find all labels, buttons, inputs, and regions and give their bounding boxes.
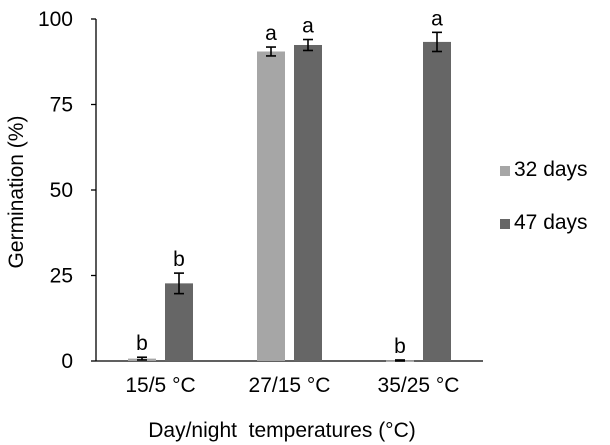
legend-swatch — [500, 166, 510, 176]
x-axis-label: Day/night temperatures (°C) — [148, 419, 416, 442]
significance-letter: a — [265, 22, 277, 45]
y-tick-label: 50 — [50, 179, 73, 202]
x-tick-label: 35/25 °C — [378, 374, 460, 397]
plot-area: b b a a b a — [128, 7, 451, 361]
significance-letter: a — [431, 7, 443, 30]
y-tick-label: 0 — [61, 350, 73, 373]
bar — [423, 42, 451, 361]
bar — [165, 283, 193, 361]
y-axis: 0 25 50 75 100 — [38, 8, 96, 373]
significance-letter: b — [136, 332, 148, 355]
bar — [294, 45, 322, 361]
x-tick-label: 27/15 °C — [249, 374, 331, 397]
y-tick-label: 25 — [50, 265, 73, 288]
significance-letter: b — [173, 248, 185, 271]
y-tick-label: 100 — [38, 8, 73, 31]
x-tick-label: 15/5 °C — [125, 374, 195, 397]
significance-letter: b — [394, 335, 406, 358]
legend-label: 32 days — [514, 158, 588, 181]
y-tick-label: 75 — [50, 94, 73, 117]
legend-label: 47 days — [514, 211, 588, 234]
significance-letter: a — [302, 15, 314, 38]
bar — [257, 51, 285, 361]
legend[interactable]: 32 days 47 days — [500, 158, 588, 234]
x-axis: 15/5 °C 27/15 °C 35/25 °C — [96, 361, 483, 397]
y-axis-label: Germination (%) — [5, 116, 28, 269]
legend-swatch — [500, 219, 510, 229]
